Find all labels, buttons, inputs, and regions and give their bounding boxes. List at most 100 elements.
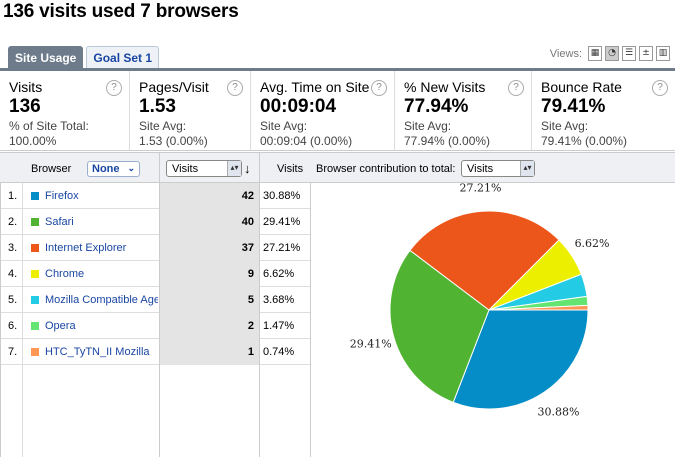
table-row: 4. Chrome 9 6.62%: [1, 261, 310, 287]
metric-label: Bounce Rate: [541, 79, 622, 95]
none-label: None: [92, 162, 120, 175]
metric-select-value: Visits: [172, 162, 199, 175]
contribution-label: Browser contribution to total:: [316, 162, 456, 175]
table-row: 1. Firefox 42 30.88%: [1, 183, 310, 209]
chevron-down-icon: ⌄: [127, 163, 136, 173]
browser-link[interactable]: Mozilla Compatible Age: [45, 294, 158, 306]
table-view-icon[interactable]: ▦: [588, 46, 602, 61]
metric-value: 77.94%: [404, 96, 469, 117]
table-row: 6. Opera 2 1.47%: [1, 313, 310, 339]
pivot-view-icon[interactable]: ▥: [656, 46, 670, 61]
browser-link[interactable]: Safari: [45, 216, 74, 228]
pie-slice-internet-explorer[interactable]: [409, 210, 560, 311]
metric-sub: % of Site Total:: [9, 119, 89, 133]
metric-sub-value: 100.00%: [9, 134, 57, 148]
row-number: 4.: [8, 268, 18, 280]
percent-value: 1.47%: [263, 320, 295, 332]
pie-data-label: 30.88%: [538, 405, 580, 418]
visits-column-header: Visits: [277, 162, 304, 175]
tab-underline: [0, 68, 675, 71]
metric-label: % New Visits: [404, 79, 486, 95]
metric-label: Avg. Time on Site: [260, 79, 370, 95]
help-icon[interactable]: ?: [508, 80, 524, 96]
pie-chart: 30.88% 29.41% 27.21% 6.62%: [350, 181, 610, 418]
secondary-dimension-select[interactable]: None ⌄: [87, 160, 141, 177]
visits-value: 40: [160, 209, 260, 235]
table-row: 7. HTC_TyTN_II Mozilla 1 0.74%: [1, 339, 310, 365]
visits-value: 37: [160, 235, 260, 261]
column-divider: [22, 183, 23, 457]
tab-goal-set-1[interactable]: Goal Set 1: [86, 46, 160, 68]
browser-link[interactable]: Opera: [45, 320, 76, 332]
tab-site-usage[interactable]: Site Usage: [8, 46, 84, 68]
table-header: Browser None ⌄ Visits ▴▾ ↓ Visits Browse…: [0, 152, 675, 183]
browser-link[interactable]: Firefox: [45, 190, 79, 202]
metric-visits: Visits 136 % of Site Total: 100.00% ?: [0, 71, 130, 150]
browser-column-header: Browser: [31, 162, 72, 175]
help-icon[interactable]: ?: [106, 80, 122, 96]
pie-slice-htc-tytn-ii-mozilla[interactable]: [488, 304, 589, 311]
metric-sub-value: 1.53 (0.00%): [139, 134, 208, 148]
pie-view-icon[interactable]: ◔: [605, 46, 619, 61]
metric-label: Pages/Visit: [139, 79, 209, 95]
browser-table: 1. Firefox 42 30.88% 2. Safari 40 29.41% 3. Inter…: [0, 183, 311, 457]
visits-value: 2: [160, 313, 260, 339]
table-row: 2. Safari 40 29.41%: [1, 209, 310, 235]
legend-swatch: [31, 244, 39, 252]
updown-arrow-icon: ▴▾: [227, 161, 241, 176]
visits-value: 42: [160, 183, 260, 209]
comparison-view-icon[interactable]: ±: [639, 46, 653, 61]
metric-pages-visit: Pages/Visit 1.53 Site Avg: 1.53 (0.00%) …: [130, 71, 251, 150]
contribution-select-value: Visits: [467, 162, 494, 175]
pie-data-label: 29.41%: [350, 338, 392, 351]
legend-swatch: [31, 322, 39, 330]
pie-data-label: 6.62%: [575, 237, 610, 250]
legend-swatch: [31, 348, 39, 356]
help-icon[interactable]: ?: [652, 80, 668, 96]
metric-sub-value: 77.94% (0.00%): [404, 134, 491, 148]
legend-swatch: [31, 192, 39, 200]
percent-value: 30.88%: [263, 190, 301, 202]
metric-label: Visits: [9, 79, 43, 95]
percent-value: 0.74%: [263, 346, 295, 358]
metric-new-visits: % New Visits 77.94% Site Avg: 77.94% (0.…: [395, 71, 532, 150]
metric-value: 136: [9, 96, 41, 117]
metric-select[interactable]: Visits ▴▾: [166, 160, 242, 177]
legend-swatch: [31, 218, 39, 226]
visits-value: 9: [160, 261, 260, 287]
sort-down-arrow-icon[interactable]: ↓: [244, 161, 251, 176]
row-number: 1.: [8, 190, 18, 202]
help-icon[interactable]: ?: [227, 80, 243, 96]
percent-value: 29.41%: [263, 216, 301, 228]
metric-sub-value: 79.41% (0.00%): [541, 134, 628, 148]
updown-arrow-icon: ▴▾: [520, 161, 534, 176]
legend-swatch: [31, 296, 39, 304]
contribution-select[interactable]: Visits ▴▾: [461, 160, 535, 177]
table-row: 5. Mozilla Compatible Age 5 3.68%: [1, 287, 310, 313]
percent-value: 3.68%: [263, 294, 295, 306]
row-number: 3.: [8, 242, 18, 254]
metric-value: 1.53: [139, 96, 176, 117]
browser-link[interactable]: Chrome: [45, 268, 85, 280]
browser-link[interactable]: HTC_TyTN_II Mozilla: [45, 346, 150, 358]
metric-sub: Site Avg:: [139, 119, 187, 133]
percent-value: 6.62%: [263, 268, 295, 280]
legend-swatch: [31, 270, 39, 278]
help-icon[interactable]: ?: [371, 80, 387, 96]
metric-bounce-rate: Bounce Rate 79.41% Site Avg: 79.41% (0.0…: [532, 71, 675, 150]
pie-data-label: 27.21%: [460, 183, 502, 194]
metric-sub-value: 00:09:04 (0.00%): [260, 134, 353, 148]
browser-link[interactable]: Internet Explorer: [45, 242, 127, 254]
column-divider: [159, 152, 160, 457]
bar-view-icon[interactable]: ☰: [622, 46, 636, 61]
metric-sub: Site Avg:: [260, 119, 308, 133]
view-switcher: Views: ▦ ◔ ☰ ± ▥: [550, 46, 670, 61]
metric-value: 79.41%: [541, 96, 606, 117]
metric-sub: Site Avg:: [541, 119, 589, 133]
row-number: 2.: [8, 216, 18, 228]
pie-slice-safari[interactable]: [389, 249, 490, 403]
pie-slice-firefox[interactable]: [452, 309, 589, 410]
percent-value: 27.21%: [263, 242, 301, 254]
row-number: 7.: [8, 346, 18, 358]
visits-value: 1: [160, 339, 260, 365]
